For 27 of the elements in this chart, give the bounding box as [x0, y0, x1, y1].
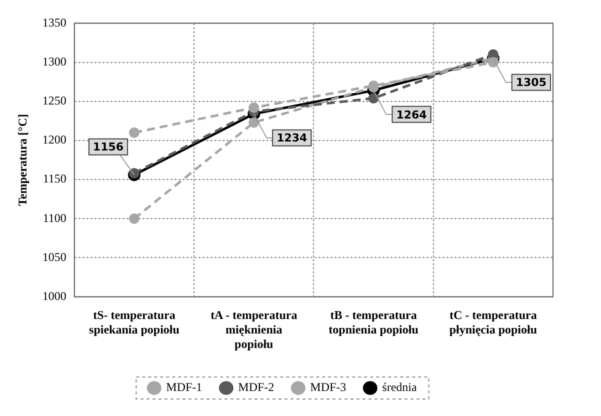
point — [128, 127, 140, 138]
y-tick-label: 1250 — [42, 94, 66, 108]
point — [248, 117, 260, 128]
y-tick-label: 1300 — [42, 54, 66, 68]
x-tick-label: tC - temperatura płynięcia popiołu — [449, 308, 538, 336]
y-tick-label: 1100 — [42, 210, 66, 225]
point — [488, 49, 498, 60]
point — [128, 213, 140, 224]
data-label: 1305 — [516, 76, 546, 90]
y-tick-label: 1000 — [42, 288, 66, 303]
x-tick-label: tA - temperatura mięknienia popiołu — [210, 308, 298, 351]
legend-label: MDF-2 — [238, 380, 274, 394]
legend-label: średnia — [382, 380, 418, 394]
y-tick-label: 1150 — [42, 172, 66, 186]
y-axis-title: Temperatura [°C] — [15, 114, 30, 206]
y-tick-label: 1050 — [42, 250, 66, 264]
y-tick-label: 1350 — [42, 15, 66, 30]
legend-label: MDF-1 — [166, 380, 202, 394]
x-tick-label: tB - temperatura topnienia popiołu — [328, 308, 419, 336]
point — [368, 92, 379, 104]
data-label: 1156 — [92, 140, 124, 154]
point — [248, 102, 260, 113]
data-label: 1234 — [276, 132, 308, 145]
x-tick-label: tS- temperatura spiekania popiołu — [89, 308, 180, 336]
y-tick-label: 1200 — [42, 132, 66, 147]
legend-label: MDF-3 — [310, 380, 346, 394]
data-label: 1264 — [396, 108, 428, 122]
